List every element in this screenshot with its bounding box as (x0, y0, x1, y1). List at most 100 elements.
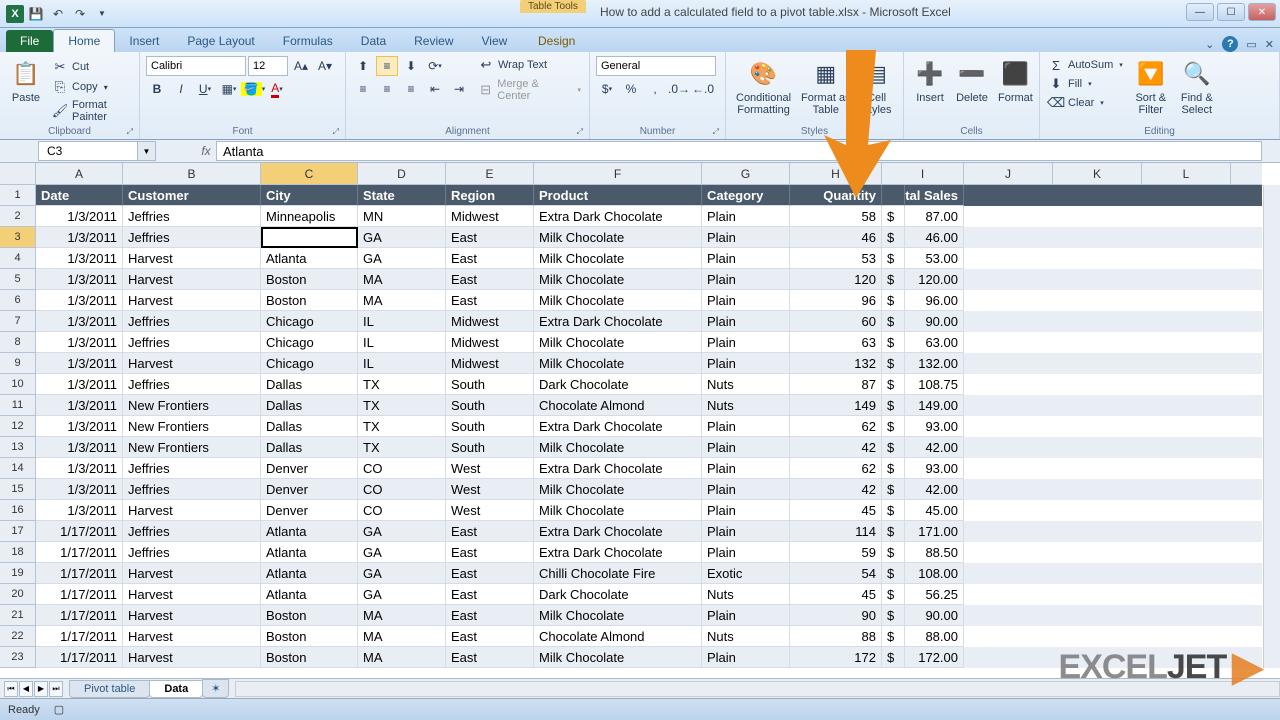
table-cell[interactable]: 42 (790, 479, 882, 500)
table-cell[interactable]: Chicago (261, 311, 358, 332)
table-cell[interactable]: $ (882, 584, 905, 605)
table-cell[interactable]: Jeffries (123, 374, 261, 395)
table-cell[interactable]: Nuts (702, 374, 790, 395)
table-cell[interactable]: $ (882, 542, 905, 563)
table-cell[interactable]: 172 (790, 647, 882, 668)
table-cell[interactable]: 62 (790, 416, 882, 437)
col-header[interactable]: A (36, 163, 123, 184)
table-cell[interactable]: Boston (261, 605, 358, 626)
table-cell[interactable]: Dallas (261, 374, 358, 395)
orientation-icon[interactable]: ⟳▾ (424, 56, 446, 76)
table-cell[interactable]: 1/3/2011 (36, 437, 123, 458)
table-cell[interactable]: $ (882, 269, 905, 290)
cut-button[interactable]: ✂Cut (50, 58, 133, 76)
table-cell[interactable]: $ (882, 227, 905, 248)
table-cell[interactable]: East (446, 269, 534, 290)
table-cell[interactable]: 93.00 (905, 458, 964, 479)
table-cell[interactable]: $ (882, 416, 905, 437)
table-cell[interactable]: $ (882, 374, 905, 395)
next-sheet-icon[interactable]: ▶ (34, 681, 48, 697)
table-cell[interactable]: 120.00 (905, 269, 964, 290)
table-cell[interactable]: South (446, 374, 534, 395)
table-cell[interactable]: Atlanta (261, 521, 358, 542)
row-header[interactable]: 12 (0, 416, 35, 437)
doc-close-icon[interactable]: ✕ (1265, 38, 1274, 51)
table-cell[interactable]: 1/3/2011 (36, 416, 123, 437)
table-cell[interactable]: Dallas (261, 437, 358, 458)
row-header[interactable]: 6 (0, 290, 35, 311)
table-cell[interactable]: South (446, 416, 534, 437)
table-cell[interactable]: 63.00 (905, 332, 964, 353)
name-box[interactable]: C3 (38, 141, 138, 161)
sort-filter-button[interactable]: 🔽Sort & Filter (1131, 56, 1171, 118)
table-cell[interactable]: East (446, 521, 534, 542)
table-cell[interactable]: 45 (790, 500, 882, 521)
table-cell[interactable]: 1/3/2011 (36, 248, 123, 269)
table-cell[interactable]: 132.00 (905, 353, 964, 374)
table-cell[interactable]: CO (358, 458, 446, 479)
launcher-icon[interactable]: ⤢ (127, 127, 133, 137)
table-cell[interactable]: 1/3/2011 (36, 332, 123, 353)
table-cell[interactable]: 93.00 (905, 416, 964, 437)
table-cell[interactable]: Jeffries (123, 332, 261, 353)
table-cell[interactable]: 1/17/2011 (36, 605, 123, 626)
header-cell[interactable]: Category (702, 185, 790, 206)
table-cell[interactable]: Harvest (123, 290, 261, 311)
table-cell[interactable]: Chocolate Almond (534, 395, 702, 416)
table-cell[interactable]: 46.00 (905, 227, 964, 248)
fill-color-button[interactable]: 🪣▾ (242, 79, 264, 99)
table-cell[interactable]: Atlanta (261, 563, 358, 584)
row-header[interactable]: 4 (0, 248, 35, 269)
border-button[interactable]: ▦▾ (218, 79, 240, 99)
bold-button[interactable]: B (146, 79, 168, 99)
close-button[interactable]: ✕ (1248, 3, 1276, 21)
launcher-icon[interactable]: ⤢ (577, 127, 583, 137)
row-header[interactable]: 18 (0, 542, 35, 563)
table-cell[interactable]: TX (358, 395, 446, 416)
table-cell[interactable]: $ (882, 332, 905, 353)
table-cell[interactable]: 88.00 (905, 626, 964, 647)
font-name-select[interactable] (146, 56, 246, 76)
shrink-font-icon[interactable]: A▾ (314, 56, 336, 76)
row-header[interactable]: 23 (0, 647, 35, 668)
table-cell[interactable]: Dallas (261, 416, 358, 437)
row-header[interactable]: 21 (0, 605, 35, 626)
table-cell[interactable]: 1/3/2011 (36, 395, 123, 416)
table-cell[interactable]: New Frontiers (123, 437, 261, 458)
table-cell[interactable]: Harvest (123, 500, 261, 521)
tab-view[interactable]: View (468, 30, 522, 52)
table-cell[interactable]: 172.00 (905, 647, 964, 668)
table-cell[interactable]: Dark Chocolate (534, 584, 702, 605)
table-cell[interactable]: Plain (702, 311, 790, 332)
table-cell[interactable]: 53 (790, 248, 882, 269)
col-header[interactable]: I (882, 163, 964, 184)
table-cell[interactable]: South (446, 395, 534, 416)
table-cell[interactable]: TX (358, 437, 446, 458)
maximize-button[interactable]: ☐ (1217, 3, 1245, 21)
header-cell[interactable]: Total Sales (905, 185, 964, 206)
header-cell[interactable]: Region (446, 185, 534, 206)
find-select-button[interactable]: 🔍Find & Select (1177, 56, 1217, 118)
table-cell[interactable]: Harvest (123, 626, 261, 647)
table-cell[interactable]: GA (358, 542, 446, 563)
row-header[interactable]: 7 (0, 311, 35, 332)
table-cell[interactable]: Plain (702, 332, 790, 353)
tab-data[interactable]: Data (347, 30, 400, 52)
tab-formulas[interactable]: Formulas (269, 30, 347, 52)
table-cell[interactable]: Plain (702, 248, 790, 269)
col-header[interactable]: J (964, 163, 1053, 184)
table-cell[interactable]: East (446, 563, 534, 584)
table-cell[interactable]: $ (882, 479, 905, 500)
table-cell[interactable]: Midwest (446, 353, 534, 374)
table-cell[interactable]: Boston (261, 269, 358, 290)
table-cell[interactable]: 45.00 (905, 500, 964, 521)
align-top-icon[interactable]: ⬆ (352, 56, 374, 76)
table-cell[interactable]: Harvest (123, 584, 261, 605)
percent-icon[interactable]: % (620, 79, 642, 99)
underline-button[interactable]: U▾ (194, 79, 216, 99)
table-cell[interactable]: Dark Chocolate (534, 374, 702, 395)
table-cell[interactable]: Milk Chocolate (534, 647, 702, 668)
header-cell[interactable]: Customer (123, 185, 261, 206)
table-cell[interactable]: 96 (790, 290, 882, 311)
table-cell[interactable]: Denver (261, 479, 358, 500)
